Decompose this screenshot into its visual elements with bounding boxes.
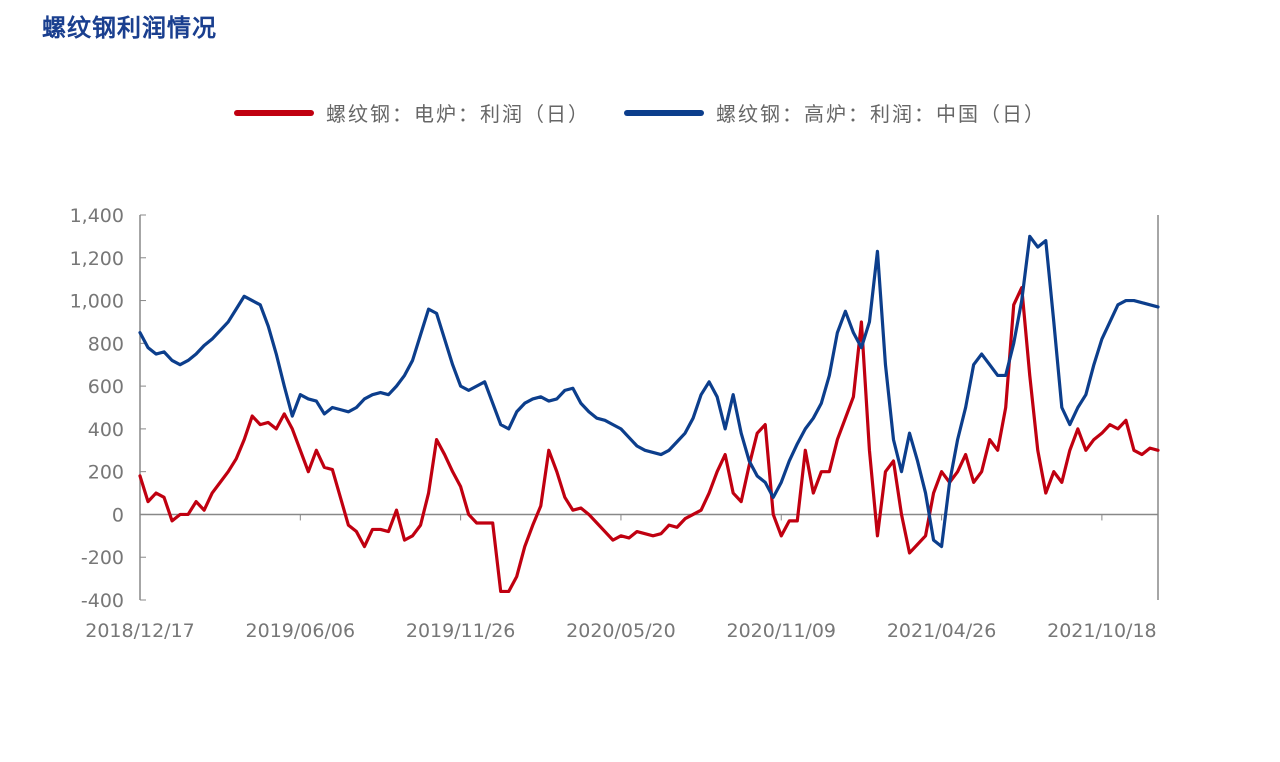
x-tick-label: 2018/12/17 bbox=[85, 620, 195, 642]
y-tick-label: -400 bbox=[81, 590, 124, 612]
x-tick-label: 2020/11/09 bbox=[727, 620, 837, 642]
legend-swatch-bf bbox=[624, 109, 704, 116]
x-tick-label: 2021/04/26 bbox=[887, 620, 997, 642]
x-tick-label: 2021/10/18 bbox=[1047, 620, 1157, 642]
legend-label-eaf: 螺纹钢：电炉：利润（日） bbox=[326, 102, 590, 126]
y-tick-label: 800 bbox=[88, 333, 124, 355]
legend-swatch-eaf bbox=[234, 109, 314, 116]
legend: 螺纹钢：电炉：利润（日） 螺纹钢：高炉：利润：中国（日） bbox=[0, 98, 1280, 127]
legend-item-bf[interactable]: 螺纹钢：高炉：利润：中国（日） bbox=[624, 98, 1046, 127]
chart-title: 螺纹钢利润情况 bbox=[42, 13, 217, 42]
legend-item-eaf[interactable]: 螺纹钢：电炉：利润（日） bbox=[234, 98, 590, 127]
y-tick-label: 1,400 bbox=[70, 205, 124, 227]
x-tick-label: 2019/11/26 bbox=[406, 620, 516, 642]
y-tick-label: 0 bbox=[112, 504, 124, 526]
y-tick-label: 1,000 bbox=[70, 291, 124, 313]
y-tick-label: 600 bbox=[88, 376, 124, 398]
legend-label-bf: 螺纹钢：高炉：利润：中国（日） bbox=[716, 102, 1046, 126]
x-tick-label: 2019/06/06 bbox=[246, 620, 356, 642]
y-tick-label: 400 bbox=[88, 419, 124, 441]
y-tick-label: 200 bbox=[88, 462, 124, 484]
series-line-eaf-profit bbox=[138, 286, 1160, 594]
y-tick-label: 1,200 bbox=[70, 248, 124, 270]
series-line-bf-profit bbox=[138, 234, 1160, 549]
y-tick-label: -200 bbox=[81, 547, 124, 569]
x-tick-label: 2020/05/20 bbox=[566, 620, 676, 642]
